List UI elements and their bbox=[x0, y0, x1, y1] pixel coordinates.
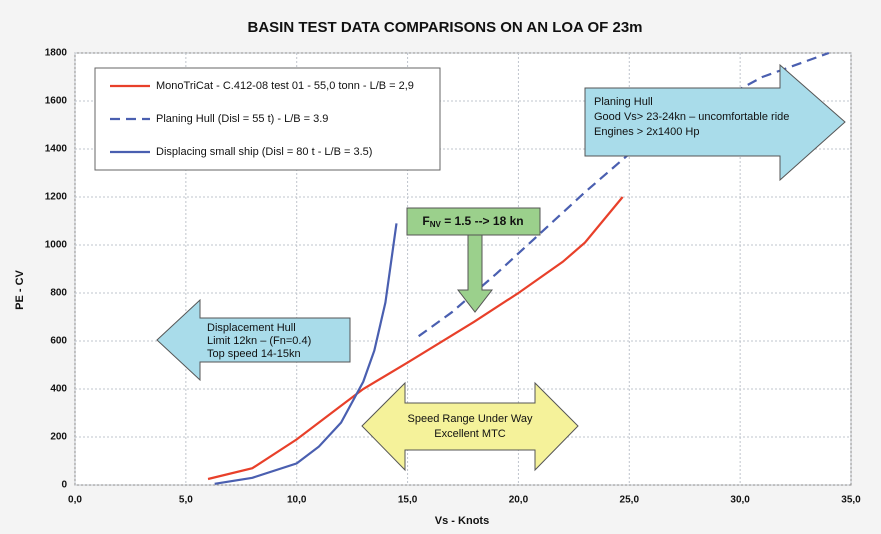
x-tick-label: 30,0 bbox=[730, 495, 750, 506]
speed-range-arrow: Speed Range Under Way Excellent MTC bbox=[361, 381, 579, 472]
froude-rect bbox=[406, 207, 541, 236]
x-tick-label: 0,0 bbox=[68, 495, 82, 506]
arrow-shape bbox=[156, 298, 351, 382]
legend-label: MonoTriCat - C.412-08 test 01 - 55,0 ton… bbox=[156, 80, 414, 92]
y-tick-label: 1000 bbox=[45, 240, 68, 251]
annotation-text: FNV = 1.5 --> 18 kn bbox=[422, 214, 523, 229]
planing-arrow: Planing Hull Good Vs> 23-24kn – uncomfor… bbox=[584, 63, 846, 182]
chart-title: BASIN TEST DATA COMPARISONS ON AN LOA OF… bbox=[247, 19, 642, 36]
froude-box: FNV = 1.5 --> 18 kn bbox=[406, 207, 541, 313]
arrow-shape bbox=[584, 63, 846, 182]
legend-box bbox=[94, 67, 441, 171]
y-tick-label: 600 bbox=[50, 336, 67, 347]
annotation-text: Planing Hull bbox=[594, 96, 653, 108]
x-tick-label: 25,0 bbox=[620, 495, 640, 506]
annotation-text: Top speed 14-15kn bbox=[207, 348, 301, 360]
x-tick-label: 20,0 bbox=[509, 495, 529, 506]
y-tick-label: 1800 bbox=[45, 48, 68, 59]
x-axis-label: Vs - Knots bbox=[435, 515, 489, 527]
y-tick-label: 1400 bbox=[45, 144, 68, 155]
arrow-shape bbox=[361, 381, 579, 472]
y-axis-label: PE - CV bbox=[14, 269, 26, 309]
annotation-text: Speed Range Under Way bbox=[408, 413, 533, 425]
annotation-text: Engines > 2x1400 Hp bbox=[594, 126, 700, 138]
legend-label: Planing Hull (Disl = 55 t) - L/B = 3.9 bbox=[156, 113, 328, 125]
y-tick-label: 200 bbox=[50, 432, 67, 443]
y-tick-label: 400 bbox=[50, 384, 67, 395]
arrow-shape bbox=[456, 234, 494, 313]
x-tick-label: 5,0 bbox=[179, 495, 193, 506]
annotation-text: Good Vs> 23-24kn – uncomfortable ride bbox=[594, 111, 789, 123]
x-tick-label: 35,0 bbox=[841, 495, 861, 506]
x-tick-label: 10,0 bbox=[287, 495, 307, 506]
series-line bbox=[214, 223, 398, 485]
annotation-text: Limit 12kn – (Fn=0.4) bbox=[207, 335, 311, 347]
annotation-text: Excellent MTC bbox=[434, 428, 506, 440]
legend-label: Displacing small ship (Disl = 80 t - L/B… bbox=[156, 146, 372, 158]
froude-text: = 1.5 --> 18 kn bbox=[441, 214, 524, 228]
legend-items: MonoTriCat - C.412-08 test 01 - 55,0 ton… bbox=[110, 80, 414, 158]
y-tick-label: 0 bbox=[61, 480, 67, 491]
series-line bbox=[207, 196, 624, 481]
x-tick-label: 15,0 bbox=[398, 495, 418, 506]
y-tick-label: 1600 bbox=[45, 96, 68, 107]
annotation-text: Displacement Hull bbox=[207, 322, 296, 334]
y-tick-label: 800 bbox=[50, 288, 67, 299]
legend: MonoTriCat - C.412-08 test 01 - 55,0 ton… bbox=[94, 67, 441, 171]
y-tick-label: 1200 bbox=[45, 192, 68, 203]
displacement-arrow: Displacement Hull Limit 12kn – (Fn=0.4) … bbox=[156, 298, 351, 382]
symbol: F bbox=[422, 214, 429, 228]
subscript: NV bbox=[430, 220, 442, 229]
